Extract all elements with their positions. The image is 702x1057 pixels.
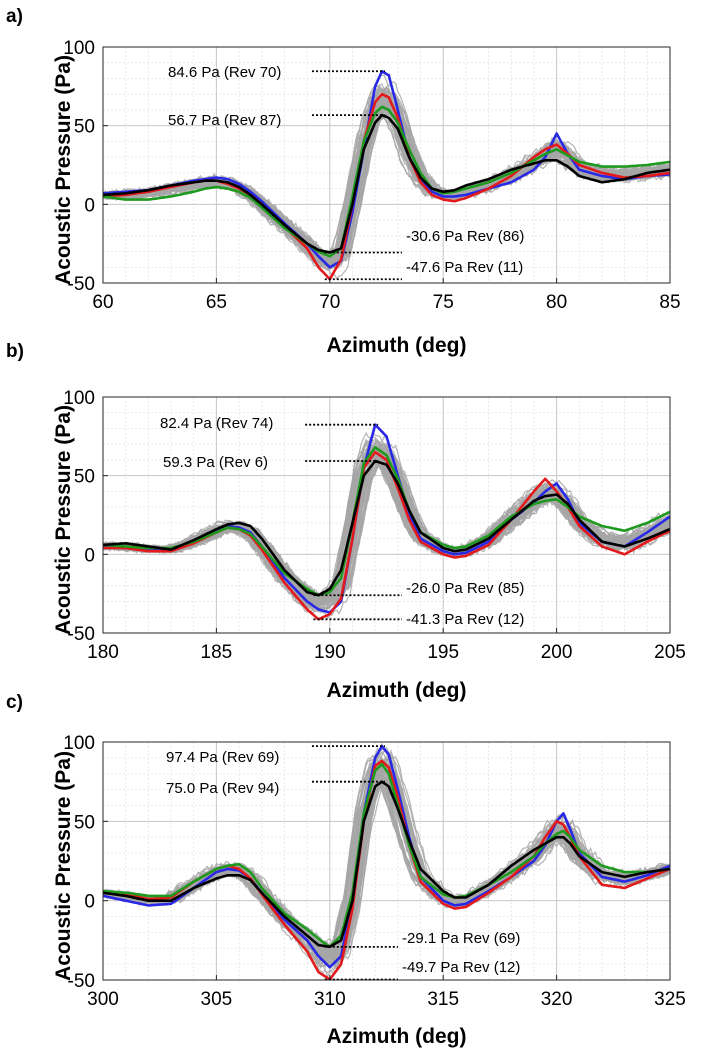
x-tick-label: 310	[314, 989, 346, 1010]
y-tick-label: 50	[74, 117, 95, 138]
annotation-label: -49.7 Pa Rev (12)	[402, 959, 520, 976]
y-tick-label: -50	[68, 274, 95, 295]
x-axis-title: Azimuth (deg)	[327, 1025, 467, 1048]
y-axis-title: Acoustic Pressure (Pa)	[52, 751, 75, 981]
y-axis-title: Acoustic Pressure (Pa)	[52, 55, 75, 285]
x-tick-label: 180	[87, 642, 119, 663]
x-axis-title: Azimuth (deg)	[327, 334, 467, 357]
annotation-label: -29.1 Pa Rev (69)	[402, 930, 520, 947]
panel-label: b)	[6, 341, 24, 362]
axes-frame	[102, 396, 671, 634]
annotation-label: 82.4 Pa (Rev 74)	[160, 415, 273, 432]
series-line-4	[103, 113, 670, 254]
panel-label: c)	[6, 692, 23, 713]
x-tick-label: 300	[87, 989, 119, 1010]
plot-area	[103, 69, 670, 281]
series-line-4	[103, 459, 670, 597]
annotation-label: 97.4 Pa (Rev 69)	[166, 749, 279, 766]
x-tick-label: 315	[427, 989, 459, 1010]
annotation-label: 59.3 Pa (Rev 6)	[163, 454, 268, 471]
panel-label: a)	[6, 6, 23, 27]
y-tick-label: 0	[84, 892, 95, 913]
x-tick-label: 200	[541, 642, 573, 663]
annotation-label: -26.0 Pa Rev (85)	[406, 580, 524, 597]
x-tick-label: 60	[92, 292, 113, 313]
annotation-label: -30.6 Pa Rev (86)	[406, 228, 524, 245]
x-tick-label: 195	[427, 642, 459, 663]
annotation-label: -41.3 Pa Rev (12)	[406, 611, 524, 628]
x-tick-label: 75	[433, 292, 454, 313]
x-tick-label: 205	[654, 642, 686, 663]
chart-panel-3: 300 305 310 315 320 325 -50 0 50 100 Azimuth (deg)…	[6, 692, 686, 1048]
y-tick-label: 100	[63, 388, 95, 409]
series-line-3	[103, 762, 670, 949]
y-tick-label: 50	[74, 467, 95, 488]
x-axis-title: Azimuth (deg)	[327, 679, 467, 702]
x-tick-label: 320	[541, 989, 573, 1010]
series-line-1	[103, 69, 670, 269]
chart-panel-2: 180 185 190 195 200 205 -50 0 50 100 Azimuth (deg)…	[6, 341, 686, 702]
annotation-label: 56.7 Pa (Rev 87)	[168, 112, 281, 129]
x-tick-label: 80	[546, 292, 567, 313]
chart-panel-1: 60 65 70 75 80 85 -50 0 50 100 Azimuth (deg) Acoust…	[6, 6, 681, 357]
x-tick-label: 305	[201, 989, 233, 1010]
x-tick-label: 85	[659, 292, 680, 313]
x-tick-label: 65	[206, 292, 227, 313]
annotation-label: 75.0 Pa (Rev 94)	[166, 780, 279, 797]
y-tick-label: 0	[84, 545, 95, 566]
series-line-3	[103, 105, 670, 258]
series-line-4	[103, 780, 670, 949]
plot-area	[103, 423, 670, 621]
plot-area	[103, 742, 670, 980]
y-axis-title: Acoustic Pressure (Pa)	[52, 405, 75, 635]
x-tick-label: 190	[314, 642, 346, 663]
annotation-label: -47.6 Pa Rev (11)	[406, 259, 523, 276]
x-tick-label: 70	[319, 292, 340, 313]
y-tick-label: 0	[84, 195, 95, 216]
y-tick-label: 100	[63, 38, 95, 59]
y-tick-label: 100	[63, 733, 95, 754]
x-tick-label: 185	[201, 642, 233, 663]
y-tick-label: -50	[68, 624, 95, 645]
annotation-label: 84.6 Pa (Rev 70)	[168, 64, 281, 81]
axes-frame	[102, 46, 671, 284]
y-tick-label: -50	[68, 971, 95, 992]
x-tick-label: 325	[654, 989, 686, 1010]
revolution-line	[103, 444, 670, 615]
y-tick-label: 50	[74, 812, 95, 833]
